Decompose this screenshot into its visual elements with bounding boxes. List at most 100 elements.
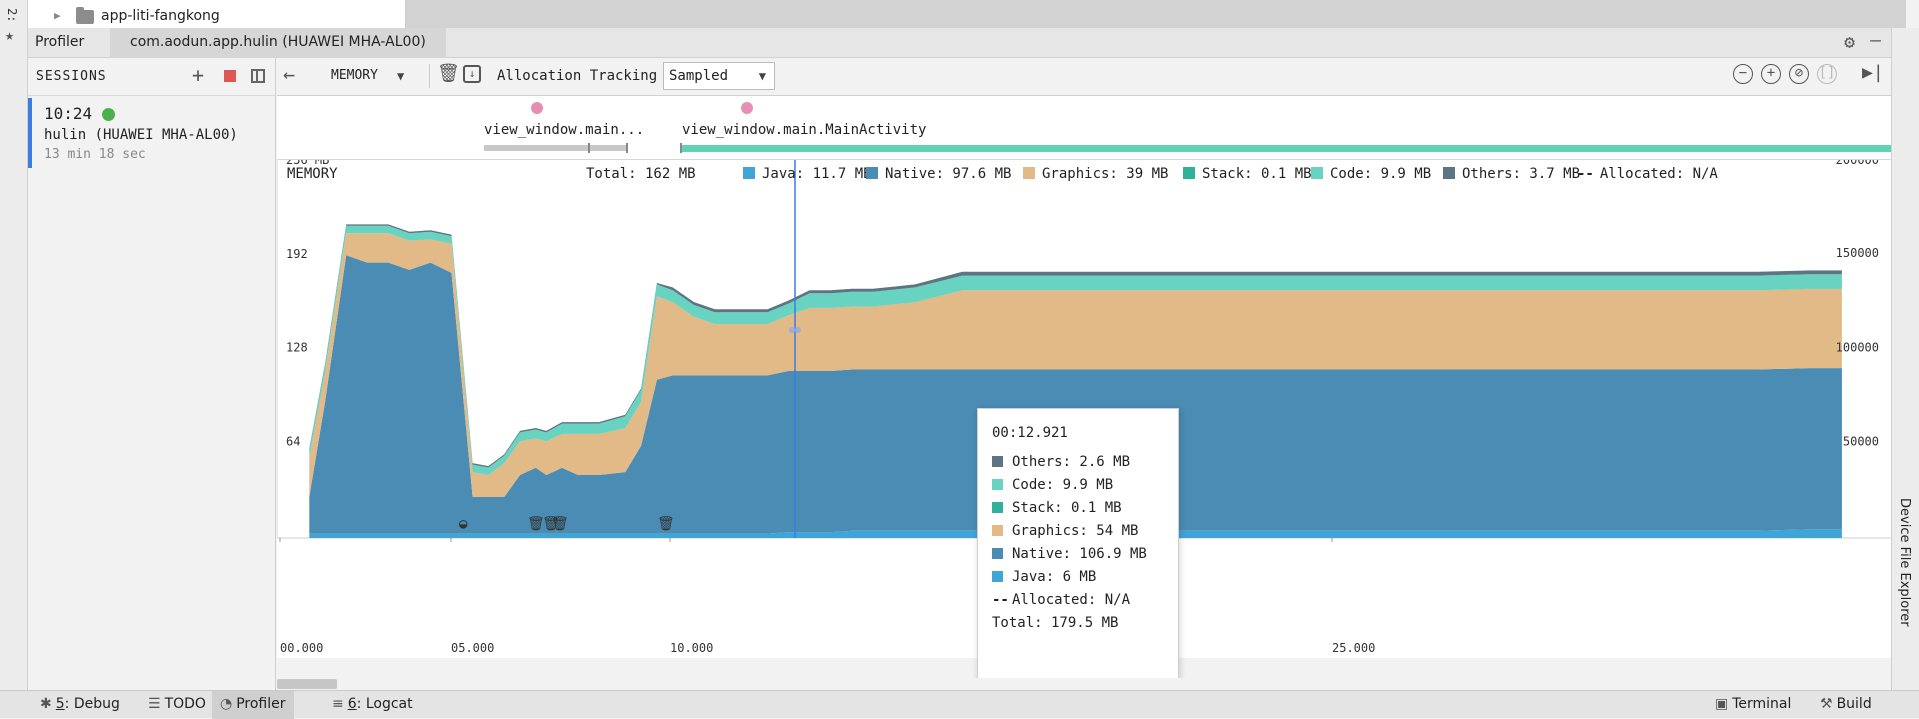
area-series-native <box>309 255 1842 534</box>
sessions-title: SESSIONS <box>36 69 107 84</box>
logcat-tab[interactable]: ≡ 6: Logcat <box>332 696 413 712</box>
profiler-toolbar: ← MEMORY ▼ 🗑 ↓ Allocation Tracking Sampl… <box>277 58 1891 96</box>
y-tick-right: 200000 <box>1836 160 1879 167</box>
zoom-out-icon[interactable]: − <box>1733 64 1753 84</box>
terminal-icon: ▣ <box>1715 696 1729 712</box>
area-series-others <box>309 224 1842 468</box>
legend-code: Code: 9.9 MB <box>1311 166 1431 182</box>
project-tree: ▶ app-liti-fangkong <box>28 0 406 28</box>
left-tool-strip: 2: ★ <box>0 0 28 690</box>
tooltip-total: Total: 179.5 MB <box>992 615 1119 631</box>
legend-allocated: -- Allocated: N/A <box>1577 166 1718 182</box>
lines-icon: ≡ <box>332 696 344 712</box>
area-series-code <box>309 225 1842 475</box>
tooltip-row-native: Native: 106.9 MB <box>992 546 1147 562</box>
x-tick-label: 00.000 <box>280 641 323 655</box>
reset-zoom-icon[interactable]: ⊘ <box>1789 64 1809 84</box>
structure-tab-number[interactable]: 2: <box>5 8 19 23</box>
tooltip-row-allocated: -- Allocated: N/A <box>992 592 1131 608</box>
tooltip-row-graphics: Graphics: 54 MB <box>992 523 1138 539</box>
y-tick-left: 64 <box>286 434 300 448</box>
right-tool-strip: Device File Explorer <box>1891 28 1919 690</box>
list-icon: ☰ <box>148 696 161 712</box>
legend-others: Others: 3.7 MB <box>1443 166 1580 182</box>
tree-item-label[interactable]: app-liti-fangkong <box>101 8 220 24</box>
y-tick-right: 100000 <box>1836 341 1879 355</box>
expand-arrow-icon[interactable]: ▶ <box>54 9 61 22</box>
y-tick-left: 192 <box>286 247 308 261</box>
session-time: 10:24 <box>44 104 93 123</box>
back-arrow-icon[interactable]: ← <box>283 62 296 86</box>
cursor-handle-left <box>789 327 795 333</box>
zoom-to-selection-icon[interactable]: [] <box>1817 64 1837 84</box>
sessions-panel: SESSIONS + 10:24 hulin (HUAWEI MHA-AL00)… <box>28 58 276 690</box>
force-gc-trash-icon[interactable]: 🗑 <box>437 63 460 84</box>
session-status-dot <box>102 108 115 121</box>
activity-tick <box>626 143 628 153</box>
cursor-handle-right <box>795 327 801 333</box>
activity-event-pin[interactable] <box>741 102 753 114</box>
toolbar-divider <box>429 64 430 88</box>
session-duration: 13 min 18 sec <box>44 147 146 162</box>
device-file-explorer-tab[interactable]: Device File Explorer <box>1897 498 1912 627</box>
terminal-tab[interactable]: ▣ Terminal <box>1715 696 1792 712</box>
activity-lifetime-bar-active <box>682 145 1891 152</box>
gc-event-icon: 🗑 <box>542 516 560 532</box>
sessions-header: SESSIONS + <box>28 58 276 96</box>
y-tick-right: 50000 <box>1843 434 1879 448</box>
chart-title: MEMORY <box>287 166 338 182</box>
legend-graphics: Graphics: 39 MB <box>1023 166 1168 182</box>
allocation-tracking-select[interactable]: Sampled ▼ <box>663 62 775 90</box>
legend-stack: Stack: 0.1 MB <box>1183 166 1312 182</box>
y-tick-left: 256 MB <box>286 160 329 167</box>
build-tab[interactable]: ⚒ Build <box>1820 696 1872 712</box>
activity-tick <box>680 143 682 153</box>
todo-tab[interactable]: ☰ TODO <box>148 696 206 712</box>
heap-dump-icon[interactable]: ↓ <box>463 65 481 83</box>
gc-event-icon: ◒ <box>459 516 468 532</box>
tooltip-row-java: Java: 6 MB <box>992 569 1096 585</box>
activity-event-pin[interactable] <box>531 102 543 114</box>
gauge-icon: ◔ <box>220 696 233 712</box>
y-tick-right: 150000 <box>1836 246 1879 260</box>
tool-window-tab-bar: Profiler com.aodun.app.hulin (HUAWEI MHA… <box>28 28 1891 58</box>
add-session-icon[interactable]: + <box>192 63 205 87</box>
allocation-tracking-value: Sampled <box>669 68 729 84</box>
jump-to-live-icon[interactable]: ▶| <box>1862 62 1884 83</box>
profiler-type-select[interactable]: MEMORY <box>331 68 378 83</box>
gc-event-icon: 🗑 <box>551 516 569 532</box>
chevron-down-icon[interactable]: ▼ <box>397 69 405 83</box>
timeline-scrollbar[interactable] <box>277 678 1891 690</box>
debug-tab[interactable]: ✱ 5: Debug <box>40 696 120 712</box>
area-series-graphics <box>309 233 1842 498</box>
chart-total-label: Total: 162 MB <box>586 166 696 182</box>
tooltip-row-others: Others: 2.6 MB <box>992 454 1130 470</box>
profiler-tab[interactable]: ◔ Profiler <box>212 691 294 719</box>
scrollbar-thumb[interactable] <box>277 679 337 689</box>
hammer-icon: ⚒ <box>1820 696 1833 712</box>
activity-label[interactable]: view_window.main... <box>484 122 645 138</box>
zoom-in-icon[interactable]: + <box>1761 64 1781 84</box>
gear-icon[interactable]: ⚙ <box>1844 32 1855 53</box>
event-timeline: view_window.main... view_window.main.Mai… <box>277 96 1891 160</box>
bug-icon: ✱ <box>40 696 52 712</box>
x-tick-label: 25.000 <box>1332 641 1375 655</box>
activity-tick <box>588 143 590 153</box>
minimize-icon[interactable]: — <box>1870 30 1881 51</box>
activity-label[interactable]: view_window.main.MainActivity <box>682 122 927 138</box>
x-tick-label: 10.000 <box>670 641 713 655</box>
allocation-tracking-label: Allocation Tracking <box>497 68 658 84</box>
gc-event-icon: 🗑 <box>527 516 545 532</box>
favorites-star-icon[interactable]: ★ <box>5 26 15 44</box>
bottom-tool-bar: ✱ 5: Debug ☰ TODO ◔ Profiler ≡ 6: Logcat ▣ Te… <box>0 690 1919 719</box>
collapse-panel-icon[interactable] <box>251 69 265 83</box>
session-device: hulin (HUAWEI MHA-AL00) <box>44 127 238 143</box>
x-tick-label: 05.000 <box>451 641 494 655</box>
legend-native: Native: 97.6 MB <box>866 166 1011 182</box>
stop-session-icon[interactable] <box>224 70 236 82</box>
legend-java: Java: 11.7 MB <box>743 166 872 182</box>
tool-window-title: Profiler <box>35 34 85 50</box>
folder-icon <box>76 7 94 24</box>
session-item[interactable]: 10:24 hulin (HUAWEI MHA-AL00) 13 min 18 … <box>28 98 275 168</box>
tab-profiling-session[interactable]: com.aodun.app.hulin (HUAWEI MHA-AL00) <box>110 28 446 58</box>
